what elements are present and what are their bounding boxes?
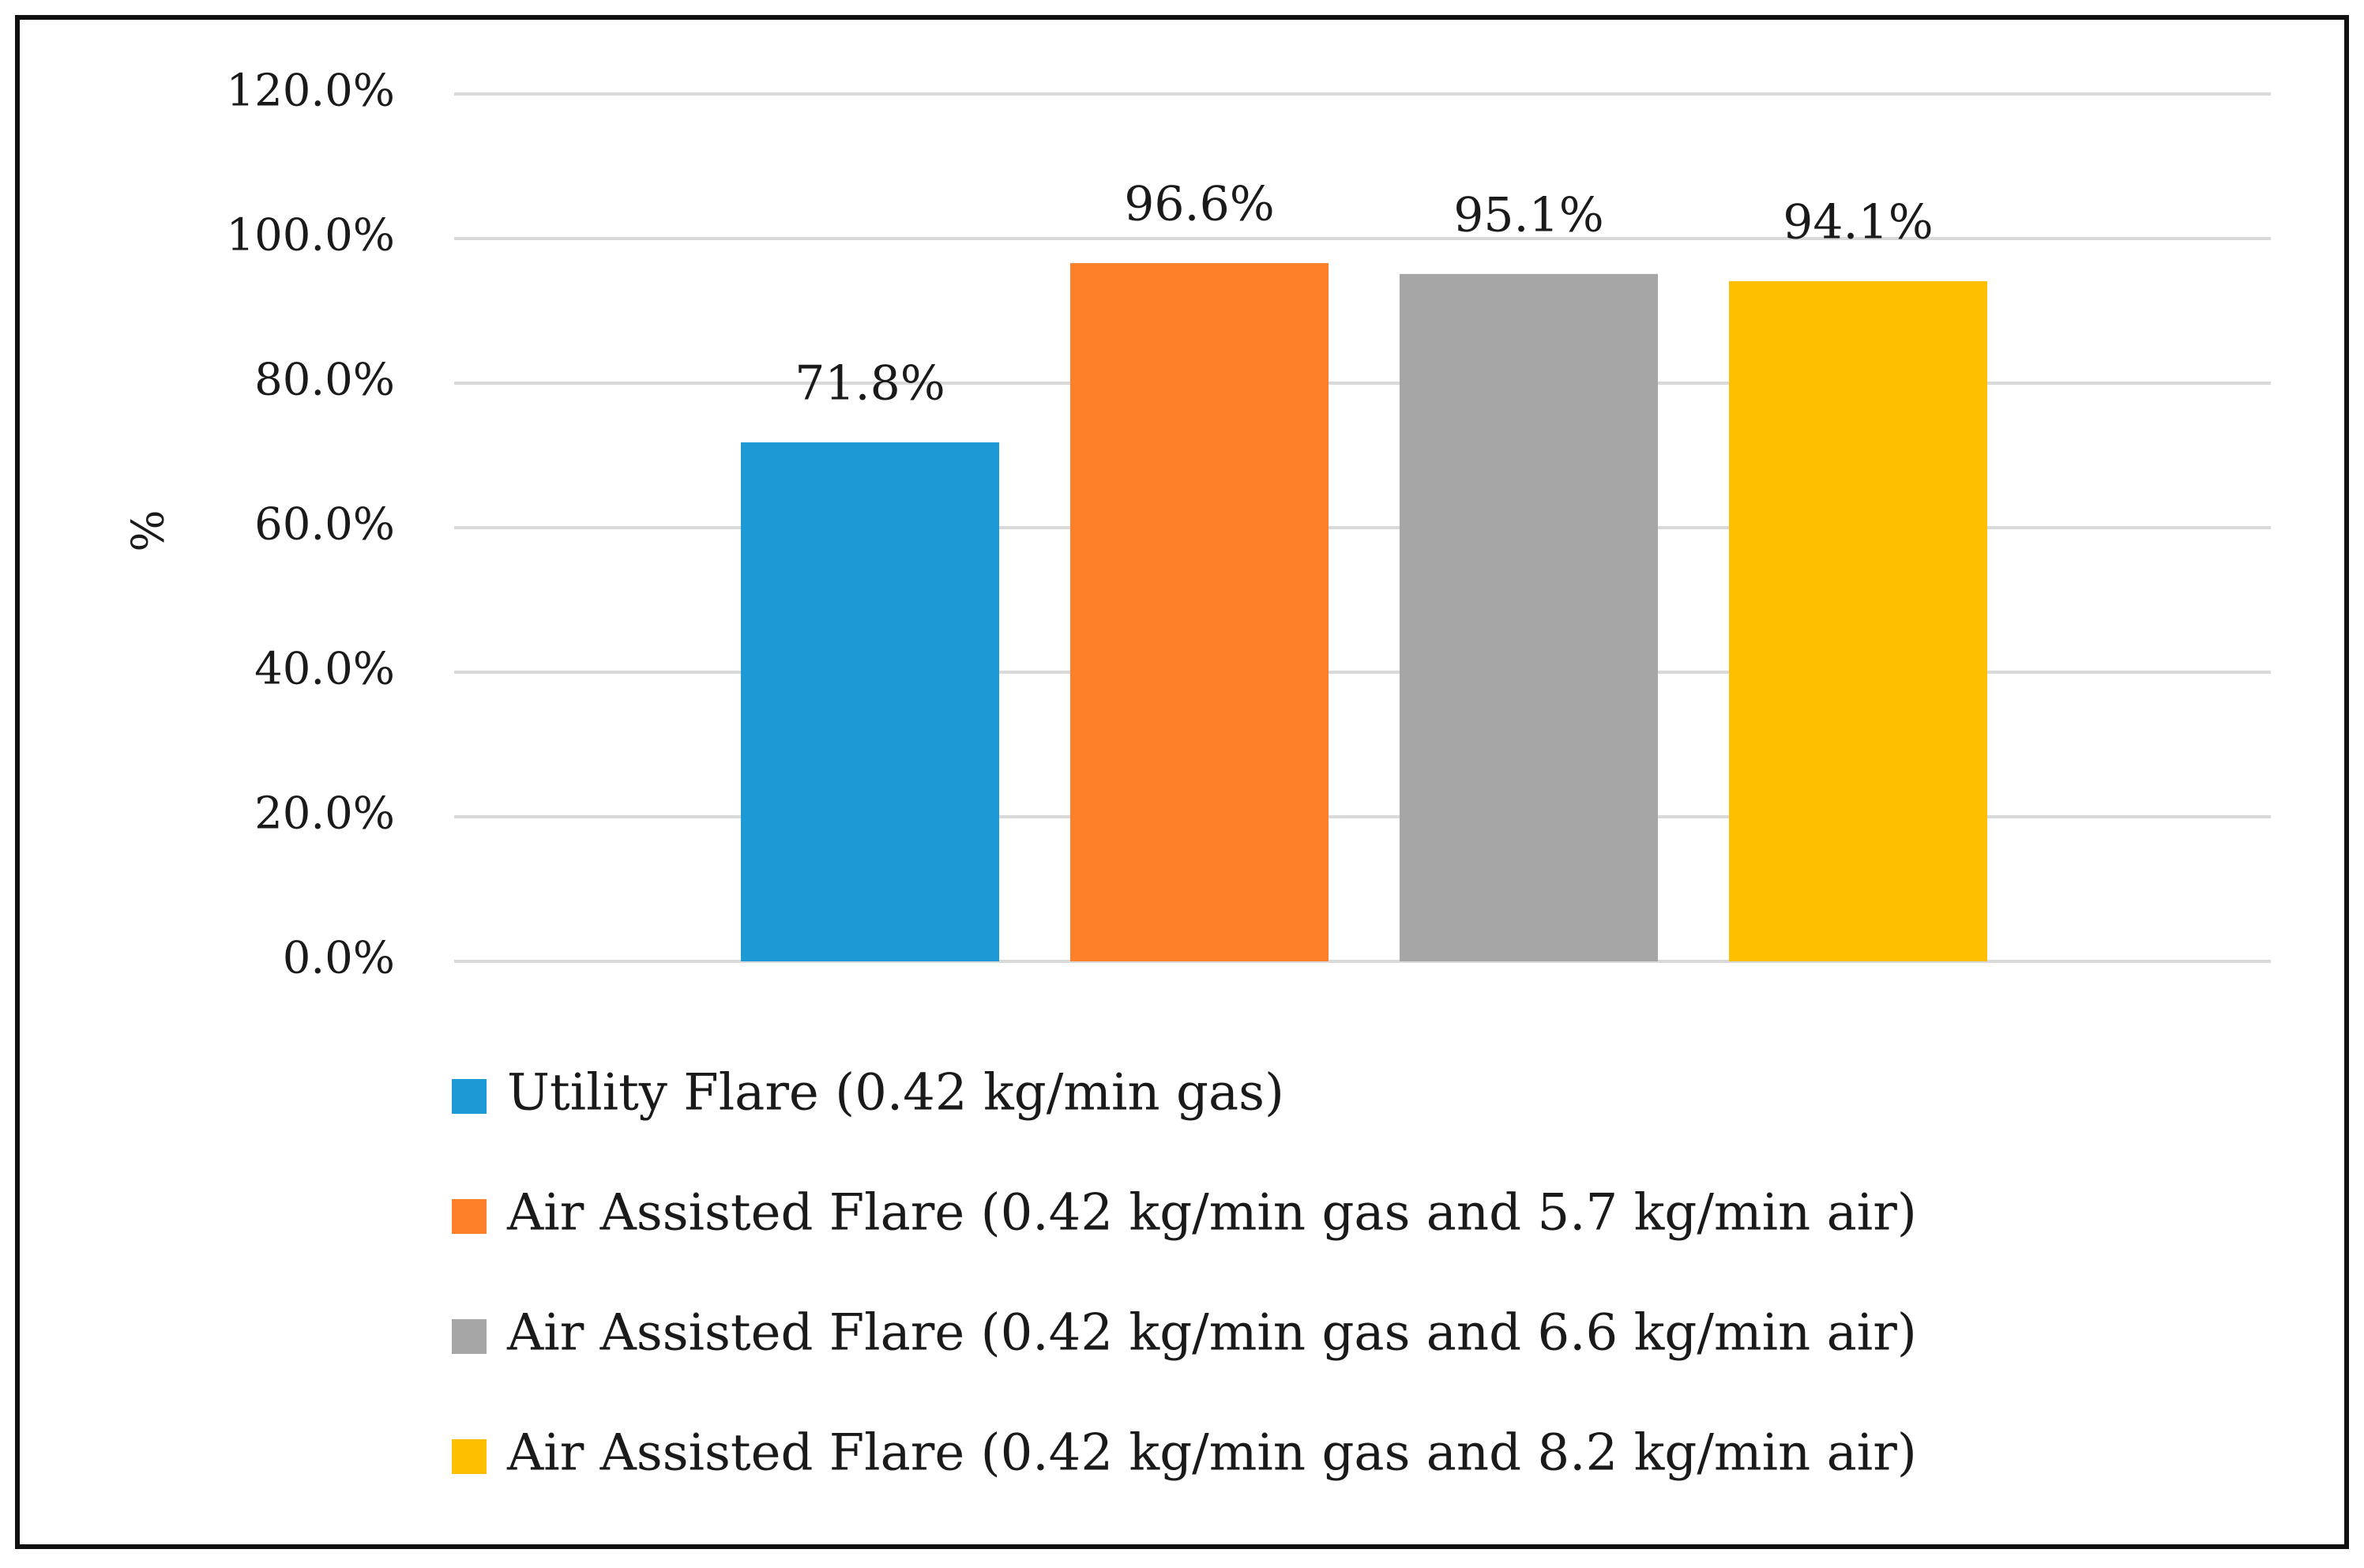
y-tick-label: 120.0% (226, 66, 395, 117)
legend-label: Utility Flare (0.42 kg/min gas) (507, 1064, 1284, 1122)
y-tick-label: 20.0% (254, 788, 395, 840)
legend-label: Air Assisted Flare (0.42 kg/min gas and … (506, 1304, 1917, 1363)
y-tick-label: 40.0% (254, 644, 395, 695)
legend-swatch (452, 1079, 487, 1114)
data-label: 94.1% (1783, 195, 1934, 250)
bar (1400, 273, 1658, 962)
legend-label: Air Assisted Flare (0.42 kg/min gas and … (506, 1424, 1917, 1483)
y-tick-label: 100.0% (226, 210, 395, 261)
legend: Utility Flare (0.42 kg/min gas) Air Assis… (452, 1064, 1917, 1483)
y-axis-ticks: 0.0% 20.0% 40.0% 60.0% 80.0% 100.0% 120.0% (226, 66, 395, 984)
y-tick-label: 60.0% (254, 499, 395, 551)
legend-swatch (452, 1319, 487, 1354)
bars (741, 263, 1987, 962)
bar (1070, 263, 1329, 961)
legend-swatch (452, 1439, 487, 1474)
bar (741, 442, 999, 961)
data-label: 96.6% (1124, 177, 1275, 232)
y-axis-title: % (123, 510, 175, 551)
legend-swatch (452, 1199, 487, 1234)
y-tick-label: 0.0% (283, 933, 395, 984)
data-label: 95.1% (1453, 187, 1604, 243)
data-labels: 71.8% 96.6% 95.1% 94.1% (795, 177, 1934, 412)
bar (1729, 280, 1987, 961)
legend-label: Air Assisted Flare (0.42 kg/min gas and … (506, 1184, 1917, 1243)
y-tick-label: 80.0% (254, 355, 395, 406)
data-label: 71.8% (795, 356, 945, 412)
